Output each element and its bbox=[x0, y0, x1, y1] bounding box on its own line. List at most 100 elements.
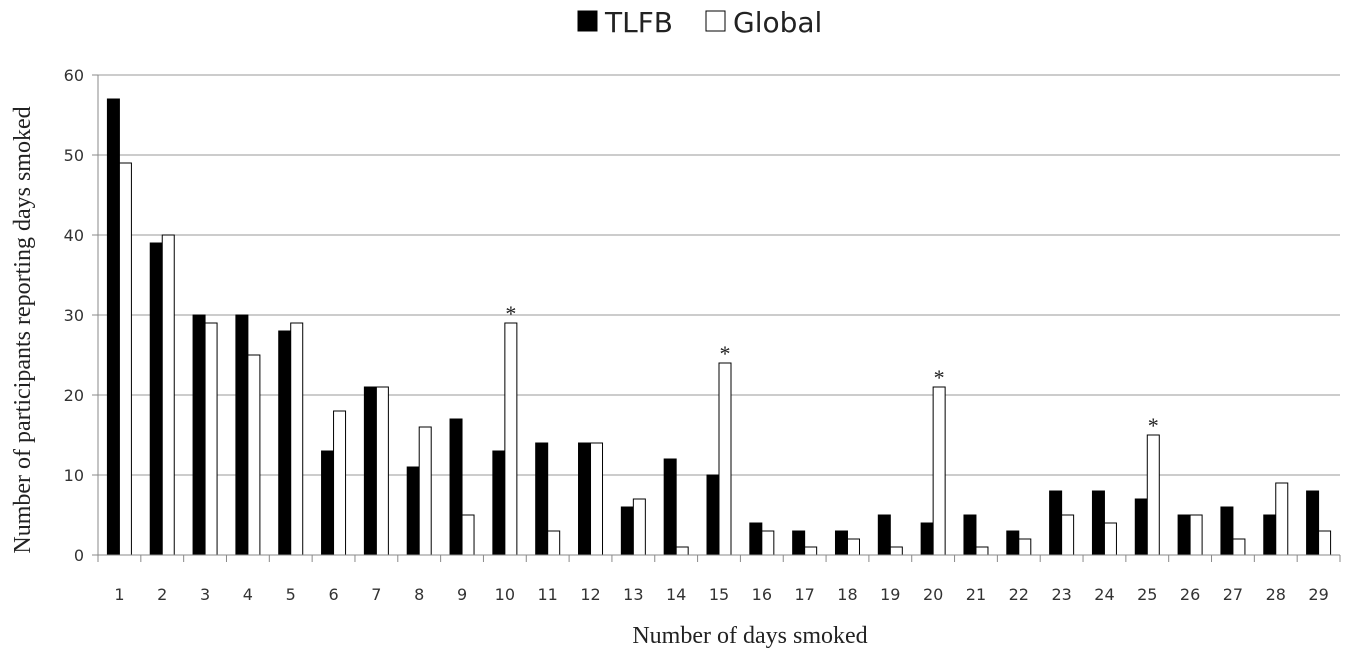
bar-global bbox=[1189, 514, 1203, 556]
x-tick-label: 5 bbox=[286, 585, 296, 604]
bar-tlfb bbox=[1220, 506, 1234, 556]
bar-tlfb bbox=[1049, 490, 1063, 556]
x-tick-label: 17 bbox=[794, 585, 814, 604]
x-tick-label: 1 bbox=[114, 585, 124, 604]
x-tick-label: 21 bbox=[966, 585, 986, 604]
x-tick-label: 18 bbox=[837, 585, 857, 604]
legend-label-global: Global bbox=[733, 6, 822, 39]
significance-marker: * bbox=[934, 365, 945, 390]
bar-tlfb bbox=[963, 514, 977, 556]
bar-global bbox=[804, 546, 818, 556]
bar-global bbox=[504, 322, 518, 556]
x-tick-label: 26 bbox=[1180, 585, 1200, 604]
significance-marker: * bbox=[1148, 413, 1159, 438]
bar-tlfb bbox=[578, 442, 592, 556]
x-tick-label: 28 bbox=[1266, 585, 1286, 604]
y-tick-label: 10 bbox=[64, 466, 84, 485]
bar-global bbox=[975, 546, 989, 556]
bar-tlfb bbox=[1306, 490, 1320, 556]
bar-tlfb bbox=[1091, 490, 1105, 556]
bar-tlfb bbox=[663, 458, 677, 556]
bar-tlfb bbox=[492, 450, 506, 556]
x-tick-label: 7 bbox=[371, 585, 381, 604]
bar-tlfb bbox=[406, 466, 420, 556]
significance-marker: * bbox=[505, 301, 516, 326]
y-tick-label: 20 bbox=[64, 386, 84, 405]
bar-global bbox=[418, 426, 432, 556]
bar-global bbox=[333, 410, 347, 556]
y-tick-label: 40 bbox=[64, 226, 84, 245]
bar-global bbox=[718, 362, 732, 556]
bar-global bbox=[632, 498, 646, 556]
x-tick-label: 20 bbox=[923, 585, 943, 604]
legend: TLFB Global bbox=[577, 6, 822, 39]
x-tick-label: 25 bbox=[1137, 585, 1157, 604]
y-tick-label: 60 bbox=[64, 66, 84, 85]
significance-marker: * bbox=[720, 341, 731, 366]
bar-global bbox=[1232, 538, 1246, 556]
bar-global bbox=[547, 530, 561, 556]
bar-global bbox=[1146, 434, 1160, 556]
x-tick-label: 10 bbox=[495, 585, 515, 604]
bar-tlfb bbox=[449, 418, 463, 556]
bar-global bbox=[932, 386, 946, 556]
legend-swatch-global bbox=[705, 10, 726, 32]
bar-global bbox=[1275, 482, 1289, 556]
bar-global bbox=[290, 322, 304, 556]
x-tick-label: 23 bbox=[1051, 585, 1071, 604]
bar-global bbox=[761, 530, 775, 556]
bar-tlfb bbox=[749, 522, 763, 556]
x-tick-label: 3 bbox=[200, 585, 210, 604]
x-tick-label: 2 bbox=[157, 585, 167, 604]
bar-global bbox=[461, 514, 475, 556]
bars bbox=[106, 98, 1332, 556]
x-tick-label: 16 bbox=[752, 585, 772, 604]
x-tick-label: 13 bbox=[623, 585, 643, 604]
x-tick-label: 11 bbox=[538, 585, 558, 604]
y-tick-label: 30 bbox=[64, 306, 84, 325]
bar-tlfb bbox=[877, 514, 891, 556]
y-axis-title: Number of participants reporting days sm… bbox=[10, 106, 36, 553]
bar-global bbox=[375, 386, 389, 556]
bar-global bbox=[247, 354, 261, 556]
grid-lines bbox=[98, 74, 1340, 476]
x-tick-label: 27 bbox=[1223, 585, 1243, 604]
y-tick-label: 0 bbox=[74, 546, 84, 565]
bar-global bbox=[1018, 538, 1032, 556]
bar-tlfb bbox=[920, 522, 934, 556]
bar-tlfb bbox=[620, 506, 634, 556]
bar-global bbox=[889, 546, 903, 556]
bar-tlfb bbox=[106, 98, 120, 556]
legend-label-tlfb: TLFB bbox=[604, 6, 673, 39]
x-tick-label: 19 bbox=[880, 585, 900, 604]
bar-global bbox=[846, 538, 860, 556]
legend-swatch-tlfb bbox=[577, 10, 598, 32]
x-tick-label: 4 bbox=[243, 585, 253, 604]
x-tick-label: 15 bbox=[709, 585, 729, 604]
bar-tlfb bbox=[321, 450, 335, 556]
bar-tlfb bbox=[192, 314, 206, 556]
x-tick-label: 6 bbox=[328, 585, 338, 604]
bar-tlfb bbox=[1263, 514, 1277, 556]
bar-global bbox=[675, 546, 689, 556]
bar-tlfb bbox=[1177, 514, 1191, 556]
bar-global bbox=[204, 322, 218, 556]
axes bbox=[92, 74, 1341, 562]
x-tick-label: 14 bbox=[666, 585, 686, 604]
x-tick-label: 24 bbox=[1094, 585, 1114, 604]
x-tick-label: 22 bbox=[1009, 585, 1029, 604]
y-tick-label: 50 bbox=[64, 146, 84, 165]
x-tick-label: 9 bbox=[457, 585, 467, 604]
x-tick-label: 8 bbox=[414, 585, 424, 604]
bar-global bbox=[590, 442, 604, 556]
bar-tlfb bbox=[1134, 498, 1148, 556]
x-axis-title: Number of days smoked bbox=[632, 623, 867, 649]
bar-tlfb bbox=[278, 330, 292, 556]
bar-tlfb bbox=[149, 242, 163, 556]
bar-global bbox=[1318, 530, 1332, 556]
bar-tlfb bbox=[535, 442, 549, 556]
bar-tlfb bbox=[363, 386, 377, 556]
